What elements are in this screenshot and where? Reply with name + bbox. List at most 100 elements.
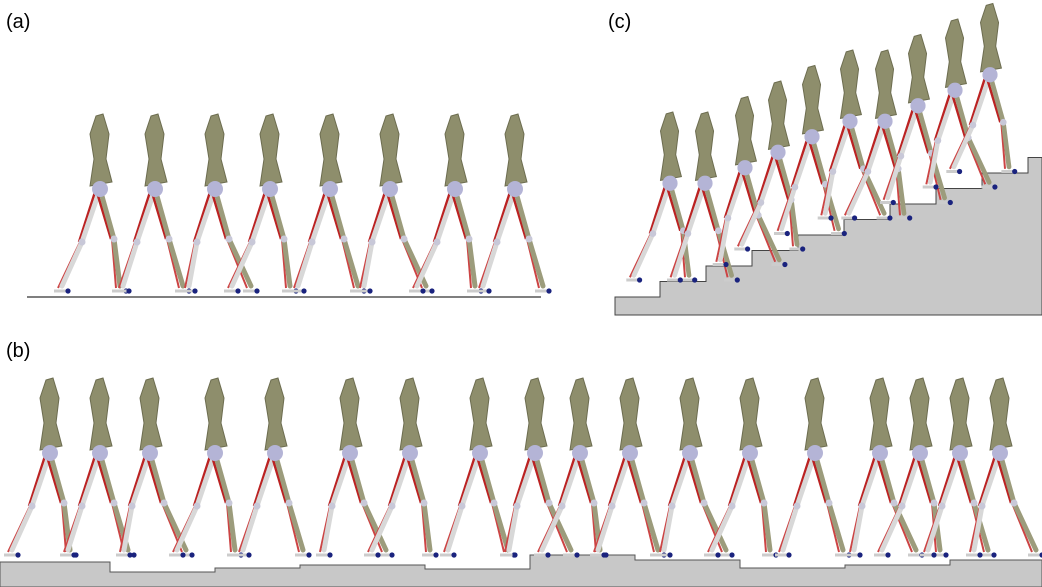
knee	[859, 503, 866, 510]
leg-bone	[324, 453, 350, 550]
leg-bone	[882, 453, 920, 550]
toe	[433, 552, 438, 557]
knee	[61, 500, 68, 507]
knee	[891, 500, 898, 507]
knee	[931, 500, 938, 507]
toe	[785, 231, 790, 236]
torso	[265, 378, 287, 450]
toe	[1012, 169, 1017, 174]
toe	[254, 288, 259, 293]
hip	[910, 98, 925, 113]
leg-bone	[298, 189, 330, 286]
knee	[792, 184, 799, 191]
torso	[140, 378, 162, 450]
knee	[546, 500, 553, 507]
torso	[505, 114, 527, 186]
knee	[329, 503, 336, 510]
hip	[262, 181, 278, 197]
torso	[769, 81, 790, 149]
torso	[145, 114, 167, 186]
toe	[786, 552, 791, 557]
walker	[235, 378, 312, 558]
walker	[775, 378, 852, 558]
knee	[166, 236, 173, 243]
toe	[991, 552, 996, 557]
leg-bone	[930, 90, 955, 182]
knee	[309, 239, 316, 246]
toe	[735, 277, 740, 282]
panel-label: (c)	[608, 11, 631, 33]
knee	[898, 153, 905, 160]
toe	[842, 231, 847, 236]
toe	[933, 184, 938, 189]
hip	[92, 445, 108, 461]
walker	[501, 378, 580, 558]
terrain-b	[0, 555, 1042, 587]
hip	[807, 445, 823, 461]
hip	[147, 181, 163, 197]
knee	[979, 503, 986, 510]
torso	[90, 114, 112, 186]
hip	[142, 445, 158, 461]
torso	[445, 114, 467, 186]
knee	[129, 503, 136, 510]
knee	[641, 500, 648, 507]
walker	[115, 114, 192, 294]
leg-bone	[509, 453, 535, 550]
knee	[286, 500, 293, 507]
leg-bone	[448, 453, 480, 550]
torso	[340, 378, 362, 450]
toe	[729, 552, 734, 557]
torso	[470, 378, 492, 450]
toe	[192, 288, 197, 293]
leg-bone	[62, 189, 100, 286]
knee	[434, 239, 441, 246]
toe	[948, 200, 953, 205]
knee	[971, 500, 978, 507]
knee	[1011, 500, 1018, 507]
toe	[857, 552, 862, 557]
toe	[931, 552, 936, 557]
torso	[876, 50, 897, 118]
hip	[267, 445, 283, 461]
leg-bone	[189, 189, 215, 286]
hip	[804, 129, 819, 144]
torso	[803, 66, 824, 134]
walker	[290, 114, 367, 294]
toe	[887, 215, 892, 220]
torso	[946, 19, 967, 87]
knee	[389, 503, 396, 510]
torso	[570, 378, 592, 450]
hip	[447, 181, 463, 197]
knee	[826, 500, 833, 507]
walker	[4, 378, 79, 558]
knee	[939, 503, 946, 510]
toe	[127, 552, 132, 557]
torso	[981, 4, 1002, 72]
knee	[494, 239, 501, 246]
leg-bone	[417, 189, 455, 286]
leg-bone	[745, 168, 779, 260]
knee	[466, 236, 473, 243]
toe	[306, 552, 311, 557]
toe	[601, 552, 606, 557]
hip	[952, 445, 968, 461]
leg-bone	[1000, 453, 1036, 550]
hip	[207, 181, 223, 197]
toe	[65, 288, 70, 293]
knee	[1000, 119, 1007, 126]
hip	[992, 445, 1008, 461]
walker	[475, 114, 552, 294]
knee	[341, 236, 348, 243]
leg-bone	[232, 189, 270, 286]
knee	[725, 215, 732, 222]
knee	[281, 236, 288, 243]
leg-bone	[215, 189, 251, 286]
knee	[715, 227, 722, 234]
knee	[729, 503, 736, 510]
knee	[194, 503, 201, 510]
knee	[526, 236, 533, 243]
knee	[459, 503, 466, 510]
toe	[235, 288, 240, 293]
hip	[472, 445, 488, 461]
